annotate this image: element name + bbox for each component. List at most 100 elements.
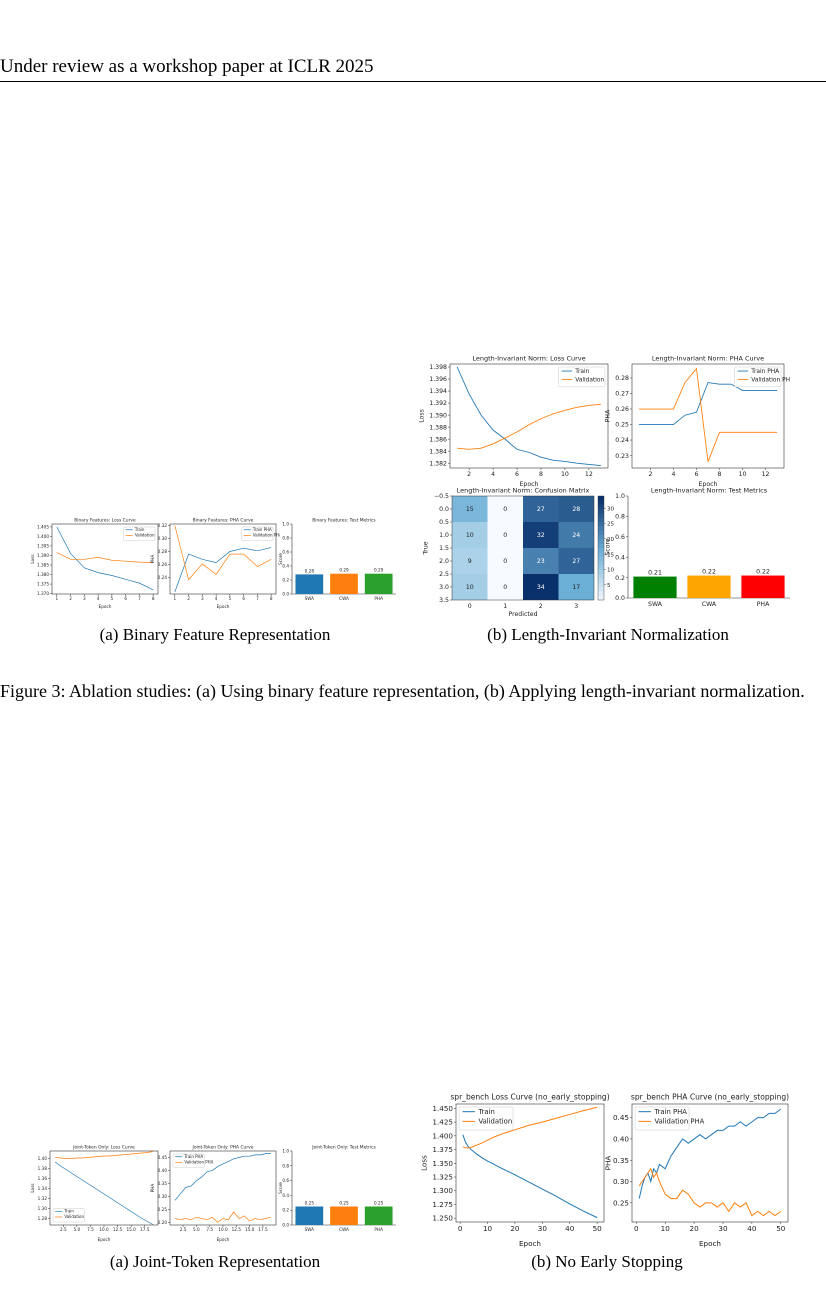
y-tick-label: 1.385 xyxy=(37,562,49,567)
x-tick-label: 50 xyxy=(593,1224,603,1233)
li-pha-chart: Length-Invariant Norm: PHA Curve 2 4 6 8 10 12… xyxy=(605,354,790,488)
y-tick-label: 1.350 xyxy=(432,1159,453,1168)
x-tick-label: 3 xyxy=(201,596,204,601)
colorbar-segment xyxy=(598,548,604,553)
y-axis-label: Loss xyxy=(30,554,35,563)
y-tick-label: 0.4 xyxy=(282,1193,289,1198)
y-tick-label: 0.26 xyxy=(158,562,168,567)
bar-value-label: 0.21 xyxy=(648,570,662,577)
series-line-validation xyxy=(638,367,778,462)
y-tick-label: 1.250 xyxy=(432,1214,453,1223)
binary-pha-chart: Binary Features: PHA Curve 1 2 3 4 5 6 7 8 0.24 0.… xyxy=(150,517,280,609)
y-tick-label: 0.30 xyxy=(613,1177,629,1186)
y-axis-label: True xyxy=(423,541,430,555)
joint-metrics-chart: Joint-Token Only: Test Metrics 0.0 0.2 0.4 0… xyxy=(278,1144,396,1232)
bar-swa xyxy=(633,576,677,598)
x-tick-label: 6 xyxy=(242,596,245,601)
colorbar-segment xyxy=(598,522,604,527)
bar-value-label: 0.28 xyxy=(305,568,315,573)
heatmap-cell-value: 28 xyxy=(572,506,580,513)
heatmap-cell-value: 24 xyxy=(572,532,580,539)
li-confusion-chart: Length-Invariant Norm: Confusion Matrix 1… xyxy=(423,486,615,618)
x-tick-label: 10.0 xyxy=(218,1227,228,1232)
y-tick-label: 1.325 xyxy=(432,1173,453,1182)
x-tick-label: CWA xyxy=(702,601,717,608)
x-tick-label: 12.5 xyxy=(113,1227,123,1232)
y-tick-label: 0.24 xyxy=(615,437,629,444)
heatmap-cell xyxy=(558,574,594,600)
colorbar-segment xyxy=(598,574,604,579)
y-tick-label: 0.28 xyxy=(158,549,168,554)
colorbar-segment xyxy=(598,543,604,549)
legend-label: Train xyxy=(574,369,589,375)
y-axis-label: Score xyxy=(278,1182,283,1194)
figure4a-pha-panel: Joint-Token Only: PHA Curve 2.5 5.0 7.5 10.0… xyxy=(150,1141,280,1243)
heatmap-cell xyxy=(523,522,559,548)
y-tick-label: 1.38 xyxy=(38,1166,48,1171)
chart-title: Length-Invariant Norm: Loss Curve xyxy=(472,354,585,362)
x-axis-label: Epoch xyxy=(520,481,539,488)
y-tick-label: 1.275 xyxy=(432,1200,453,1209)
x-tick-label: 7.5 xyxy=(206,1227,213,1232)
heatmap-cell xyxy=(452,522,488,548)
y-tick-label: 0.45 xyxy=(613,1113,629,1122)
y-tick-label: 0.32 xyxy=(158,523,168,528)
y-tick-label: 1.370 xyxy=(37,591,49,596)
y-tick-label: 0.25 xyxy=(615,422,629,429)
series-line-train xyxy=(174,1153,271,1201)
y-tick-label: 0.0 xyxy=(439,506,449,513)
colorbar-segment xyxy=(598,582,604,588)
chart-title: Length-Invariant Norm: PHA Curve xyxy=(652,354,764,362)
y-tick-label: 1.32 xyxy=(38,1196,48,1201)
heatmap-cell-value: 32 xyxy=(537,532,545,539)
colorbar-segment xyxy=(598,496,604,501)
colorbar-segment xyxy=(598,526,604,532)
legend-box xyxy=(172,1153,205,1168)
y-tick-label: 0.2 xyxy=(282,577,289,582)
x-tick-label: 2 xyxy=(539,603,543,610)
y-tick-label: 0.20 xyxy=(158,1220,168,1225)
y-tick-label: 0.40 xyxy=(613,1134,629,1143)
heatmap-cell-value: 15 xyxy=(466,506,474,513)
y-tick-label: 0.35 xyxy=(613,1156,629,1165)
y-tick-label: 0.6 xyxy=(282,549,289,554)
x-axis-label: Epoch xyxy=(699,1239,721,1248)
legend-label: Train PHA xyxy=(252,527,272,532)
colorbar-tick-label: 15 xyxy=(607,552,615,558)
legend-label: Train PHA xyxy=(653,1108,687,1116)
series-line-train xyxy=(54,1161,154,1225)
heatmap-cell xyxy=(523,548,559,574)
figure3-caption: Figure 3: Ablation studies: (a) Using bi… xyxy=(0,681,805,701)
x-tick-label: SWA xyxy=(648,601,663,608)
colorbar-tick-label: 10 xyxy=(607,568,615,574)
y-tick-label: 0.0 xyxy=(282,1222,289,1227)
x-tick-label: 30 xyxy=(538,1224,548,1233)
x-tick-label: 4 xyxy=(491,471,495,478)
x-tick-label: PHA xyxy=(757,601,770,608)
figure3b-pha-panel: Length-Invariant Norm: PHA Curve 2 4 6 8 10 12… xyxy=(604,352,790,488)
chart-title: Joint-Token Only: PHA Curve xyxy=(192,1144,254,1150)
x-tick-label: 17.5 xyxy=(140,1227,150,1232)
colorbar-segment xyxy=(598,530,604,536)
bar-value-label: 0.25 xyxy=(339,1201,349,1206)
figure3b-metrics-panel: Length-Invariant Norm: Test Metrics 0.0 0.… xyxy=(604,484,794,618)
x-tick-label: 1 xyxy=(55,596,58,601)
heatmap-cell-value: 27 xyxy=(572,558,580,565)
y-tick-label: −0.5 xyxy=(434,493,449,500)
x-axis-label: Epoch xyxy=(699,481,718,488)
li-metrics-chart: Length-Invariant Norm: Test Metrics 0.0 0.… xyxy=(605,486,790,608)
y-tick-label: 0.6 xyxy=(615,534,625,541)
x-tick-label: 3 xyxy=(574,603,578,610)
heatmap-cell xyxy=(487,574,523,600)
legend-label: Validation PHA xyxy=(654,1118,704,1126)
figure4a-loss-panel: Joint-Token Only: Loss Curve 2.5 5.0 7.5 10.… xyxy=(30,1141,162,1243)
y-tick-label: 0.27 xyxy=(615,391,629,398)
legend-label: Train PHA xyxy=(750,369,779,375)
series-line-train xyxy=(56,526,154,591)
figure4a-metrics-panel: Joint-Token Only: Test Metrics 0.0 0.2 0.4 0… xyxy=(278,1141,400,1243)
y-axis-label: PHA xyxy=(150,1184,155,1193)
x-tick-label: 4 xyxy=(671,471,675,478)
legend-box xyxy=(634,1106,690,1131)
legend-box xyxy=(123,526,156,541)
colorbar-tick-label: 20 xyxy=(607,537,615,543)
